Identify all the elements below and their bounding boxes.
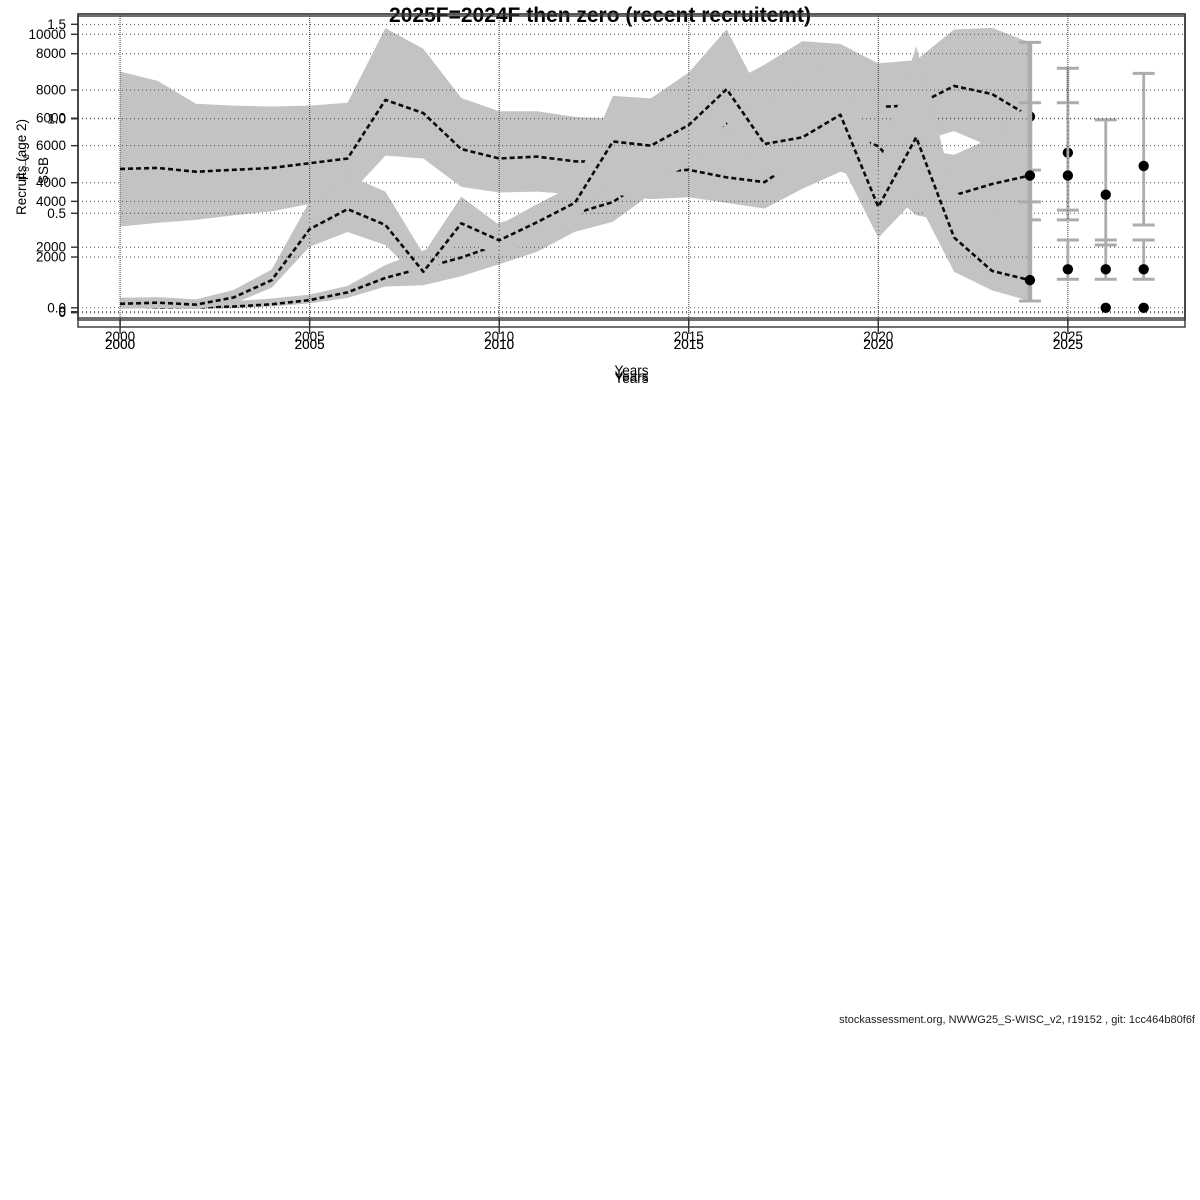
y-tick-label: 10000 <box>28 27 66 42</box>
y-tick-label: 0 <box>58 305 66 320</box>
y-tick-label: 8000 <box>36 46 66 61</box>
x-tick-label: 2015 <box>674 337 704 352</box>
x-tick-label: 2025 <box>1053 329 1083 344</box>
y-tick-label: 2000 <box>36 250 66 265</box>
x-tick-label: 2005 <box>295 337 325 352</box>
forecast-point <box>1100 302 1111 313</box>
x-tick-label: 2025 <box>1053 337 1083 352</box>
forecast-point <box>1100 189 1111 200</box>
confidence-band <box>120 29 1030 310</box>
x-axis-label: Years <box>614 371 648 386</box>
forecast-point <box>1100 264 1111 275</box>
forecast-point <box>1138 302 1149 313</box>
y-tick-label: 0.5 <box>47 206 66 221</box>
x-tick-label: 2010 <box>484 329 514 344</box>
x-tick-label: 2015 <box>674 329 704 344</box>
y-tick-label: 6000 <box>36 138 66 153</box>
y-axis-label: SSB <box>36 157 51 184</box>
y-tick-label: 0 <box>58 304 66 319</box>
y-tick-label: 4000 <box>36 175 66 190</box>
estimate-endpoint <box>1024 274 1036 286</box>
forecast-point <box>1062 170 1074 181</box>
x-tick-label: 2015 <box>674 337 704 352</box>
x-axis-label: Years <box>614 369 648 384</box>
y-tick-label: 1.5 <box>47 17 66 32</box>
x-tick-label: 2020 <box>863 337 893 352</box>
y-axis-label: Recruits (age 2) <box>14 119 29 215</box>
x-tick-label: 2005 <box>295 337 325 352</box>
x-tick-label: 2010 <box>484 337 514 352</box>
recruits-panel: 2000 2005 2010 2015 2020 2025 0 2000 4000 6000 800… <box>14 13 1186 386</box>
forecast-point <box>1138 160 1149 172</box>
y-tick-label: 2000 <box>36 240 66 255</box>
x-axis-label: Years <box>614 363 648 378</box>
y-tick-label: 1.0 <box>47 111 66 126</box>
x-tick-label: 2020 <box>863 329 893 344</box>
estimate-line <box>120 87 1031 306</box>
y-tick-label: 6000 <box>36 111 66 126</box>
x-tick-label: 2000 <box>105 337 135 352</box>
forecast-point <box>1138 264 1149 275</box>
x-tick-label: 2005 <box>295 329 325 344</box>
y-axis-label: F̄₅₋₈ <box>16 154 31 180</box>
y-tick-label: 0.0 <box>47 300 66 315</box>
x-tick-label: 2020 <box>863 337 893 352</box>
y-tick-label: 4000 <box>36 194 66 209</box>
forecast-point <box>1062 264 1074 275</box>
plot-border <box>77 13 1186 321</box>
x-tick-label: 2010 <box>484 337 514 352</box>
x-tick-label: 2000 <box>105 337 135 352</box>
estimate-endpoint <box>1024 170 1036 181</box>
x-tick-label: 2025 <box>1053 337 1083 352</box>
y-tick-label: 8000 <box>36 82 66 97</box>
x-tick-label: 2000 <box>105 329 135 344</box>
watermark-text: stockassessment.org, NWWG25_S-WISC_v2, r… <box>839 1014 1195 1026</box>
